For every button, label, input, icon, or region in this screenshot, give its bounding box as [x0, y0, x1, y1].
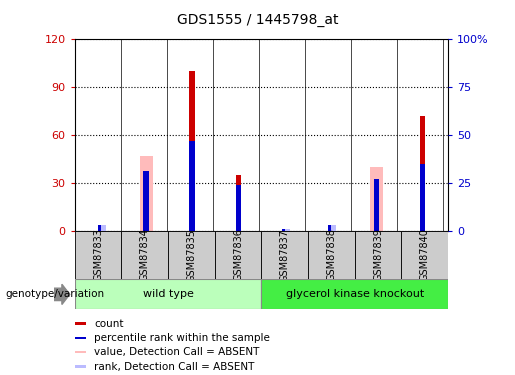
Bar: [190, 71, 195, 231]
Text: percentile rank within the sample: percentile rank within the sample: [94, 333, 270, 343]
Bar: [308, 231, 355, 279]
Bar: [140, 156, 152, 231]
Text: count: count: [94, 319, 124, 328]
Bar: [122, 231, 168, 279]
Text: value, Detection Call = ABSENT: value, Detection Call = ABSENT: [94, 347, 260, 357]
Text: GSM87839: GSM87839: [373, 228, 383, 281]
Bar: [215, 231, 261, 279]
Text: GSM87838: GSM87838: [327, 228, 336, 281]
Bar: [98, 225, 102, 231]
Bar: [75, 322, 85, 325]
Bar: [143, 171, 149, 231]
Bar: [101, 225, 106, 231]
Bar: [401, 231, 448, 279]
Bar: [75, 279, 261, 309]
Text: GSM87836: GSM87836: [233, 228, 243, 281]
Bar: [355, 231, 401, 279]
Bar: [75, 337, 85, 339]
Text: GSM87833: GSM87833: [93, 228, 103, 281]
Text: rank, Detection Call = ABSENT: rank, Detection Call = ABSENT: [94, 362, 255, 372]
Text: GSM87837: GSM87837: [280, 228, 290, 282]
FancyArrow shape: [54, 284, 70, 304]
Bar: [190, 141, 195, 231]
Text: glycerol kinase knockout: glycerol kinase knockout: [286, 290, 424, 299]
Bar: [420, 164, 425, 231]
Text: GSM87835: GSM87835: [186, 228, 196, 282]
Text: GDS1555 / 1445798_at: GDS1555 / 1445798_at: [177, 13, 338, 27]
Bar: [332, 225, 336, 231]
Bar: [75, 231, 122, 279]
Bar: [370, 167, 383, 231]
Bar: [261, 279, 448, 309]
Bar: [282, 229, 287, 231]
Text: GSM87840: GSM87840: [420, 228, 430, 281]
Bar: [235, 185, 241, 231]
Bar: [261, 231, 308, 279]
Bar: [168, 231, 215, 279]
Text: wild type: wild type: [143, 290, 194, 299]
Text: GSM87834: GSM87834: [140, 228, 150, 281]
Text: genotype/variation: genotype/variation: [5, 290, 104, 299]
Bar: [75, 351, 85, 353]
Bar: [235, 175, 241, 231]
Bar: [75, 365, 85, 368]
Bar: [374, 179, 380, 231]
Bar: [328, 225, 333, 231]
Bar: [420, 116, 425, 231]
Bar: [285, 229, 290, 231]
